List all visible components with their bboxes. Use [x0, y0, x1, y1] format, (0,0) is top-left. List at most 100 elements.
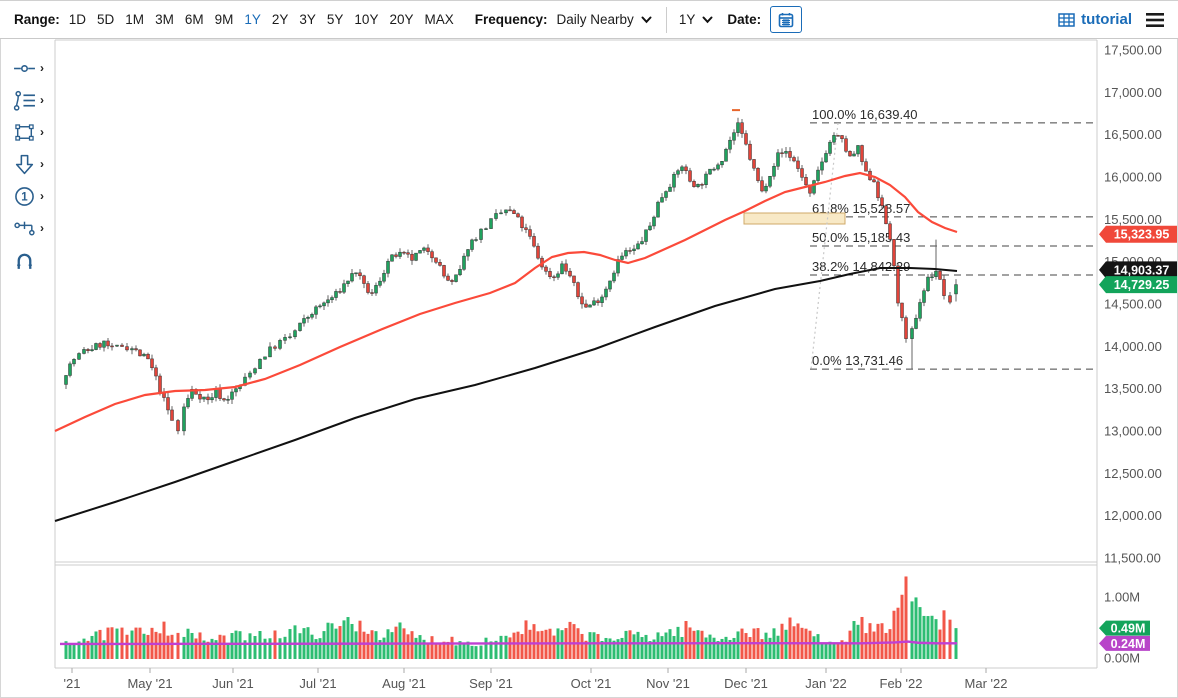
range-option-3m[interactable]: 3M	[155, 12, 174, 27]
candle-body	[330, 297, 334, 301]
price-badge-fast-ma-last-bg	[1099, 225, 1177, 243]
volume-bar	[648, 641, 652, 659]
candle-body	[150, 358, 154, 369]
magnet-tool[interactable]	[13, 248, 44, 272]
tutorial-label: tutorial	[1081, 11, 1132, 28]
range-option-max[interactable]: MAX	[424, 12, 454, 27]
candle-body	[214, 388, 218, 398]
volume-bar	[230, 633, 234, 659]
candle-body	[848, 151, 852, 157]
candle-body	[322, 302, 326, 307]
volume-bar	[644, 634, 648, 659]
annotation-list-tool-icon	[13, 90, 35, 111]
volume-bar	[636, 631, 640, 659]
volume-bar	[864, 633, 868, 659]
volume-bar	[494, 640, 498, 659]
candle-body	[370, 292, 374, 294]
candle-body	[776, 152, 780, 167]
volume-bar	[624, 630, 628, 659]
range-option-1m[interactable]: 1M	[125, 12, 145, 27]
rectangle-tool[interactable]: ›	[13, 120, 44, 144]
range-option-5y[interactable]: 5Y	[326, 12, 344, 27]
tool-expand-chevron[interactable]: ›	[40, 221, 44, 235]
volume-bar	[788, 617, 792, 659]
tutorial-link[interactable]: tutorial	[1058, 11, 1132, 28]
annotation-list-tool[interactable]: ›	[13, 88, 44, 112]
volume-bar	[278, 638, 282, 659]
volume-bar	[888, 629, 892, 659]
volume-bar	[732, 637, 736, 659]
drawing-toolbar: › › › › 1 ›	[13, 56, 44, 272]
candle-body	[382, 273, 386, 282]
volume-bar	[72, 644, 76, 659]
tool-expand-chevron[interactable]: ›	[40, 157, 44, 171]
range-label: Range:	[14, 12, 60, 27]
volume-bar	[366, 633, 370, 659]
volume-bar	[226, 643, 230, 659]
arrow-tool[interactable]: ›	[13, 152, 44, 176]
candle-body	[68, 363, 72, 376]
frequency-dropdown[interactable]: Daily Nearby	[557, 12, 652, 27]
range-option-9m[interactable]: 9M	[214, 12, 234, 27]
time-tick-label: Sep '21	[469, 676, 513, 691]
range-option-10y[interactable]: 10Y	[354, 12, 379, 27]
range-option-1d[interactable]: 1D	[68, 12, 87, 27]
price-axis: 17,500.00 17,000.00 16,500.00 16,000.00 15,5…	[1104, 43, 1162, 666]
price-tick-label: 14,000.00	[1104, 339, 1162, 354]
volume-bar	[489, 641, 493, 659]
volume-bar	[608, 638, 612, 659]
candle-body	[386, 260, 390, 274]
number-annotation-tool[interactable]: 1 ›	[13, 184, 44, 208]
candle-body	[253, 368, 257, 374]
tool-expand-chevron[interactable]: ›	[40, 189, 44, 203]
volume-bar	[776, 635, 780, 659]
volume-bar	[243, 640, 247, 659]
range-option-3y[interactable]: 3Y	[299, 12, 316, 27]
volume-moving-average-line	[59, 640, 958, 646]
candle-body	[568, 270, 572, 277]
volume-bar	[94, 631, 98, 659]
candle-body	[438, 262, 442, 266]
candle-body	[832, 135, 836, 143]
range-option-1y[interactable]: 1Y	[244, 12, 261, 27]
menu-icon[interactable]	[1146, 12, 1164, 27]
range-option-5d[interactable]: 5D	[97, 12, 115, 27]
candle-body	[760, 180, 764, 192]
volume-bar	[820, 642, 824, 659]
candle-body	[596, 300, 600, 303]
candle-body	[716, 164, 720, 170]
price-badge-slow-ma-last: 14,903.37	[1114, 263, 1170, 277]
range-option-20y[interactable]: 20Y	[389, 12, 414, 27]
tool-expand-chevron[interactable]: ›	[40, 93, 44, 107]
volume-bar	[374, 631, 378, 659]
candle-body	[234, 388, 238, 393]
volume-bar	[410, 631, 414, 659]
candle-body	[680, 166, 684, 171]
volume-bar	[930, 615, 934, 659]
candle-body	[418, 250, 422, 254]
candle-body	[318, 305, 322, 308]
date-picker-button[interactable]	[770, 6, 803, 33]
tool-expand-chevron[interactable]: ›	[40, 61, 44, 75]
volume-bar	[720, 638, 724, 659]
candle-body	[342, 283, 346, 293]
volume-bar	[258, 631, 262, 659]
candle-body	[918, 302, 922, 319]
volume-bar	[592, 632, 596, 659]
candle-body	[394, 254, 398, 257]
toolbar-divider	[665, 6, 667, 33]
trend-line-tool[interactable]: ›	[13, 56, 44, 80]
measure-tool[interactable]: ›	[13, 216, 44, 240]
volume-bar	[584, 640, 588, 659]
range-option-2y[interactable]: 2Y	[271, 12, 289, 27]
volume-bar	[656, 632, 660, 659]
period-dropdown[interactable]: 1Y	[679, 12, 714, 27]
tool-expand-chevron[interactable]: ›	[40, 125, 44, 139]
fib-label-38.2%: 38.2% 14,842.29	[812, 259, 910, 274]
range-option-6m[interactable]: 6M	[184, 12, 204, 27]
candle-body	[489, 218, 493, 229]
candle-body	[354, 272, 358, 275]
